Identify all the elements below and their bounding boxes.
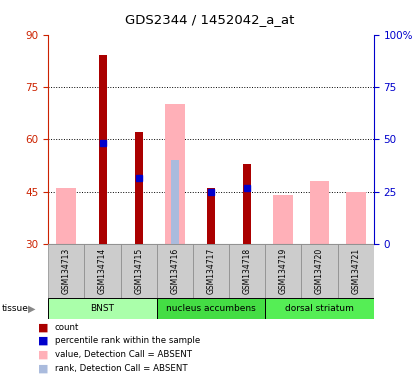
Text: count: count [55,323,79,332]
Bar [99,56,107,244]
Bar [157,298,265,319]
Bar [338,244,374,298]
Text: nucleus accumbens: nucleus accumbens [166,304,256,313]
Bar [229,244,265,298]
Bar [84,244,121,298]
Text: GSM134713: GSM134713 [62,248,71,294]
Bar [265,244,302,298]
Bar [48,244,84,298]
Bar [346,192,366,244]
Text: GSM134719: GSM134719 [279,248,288,294]
Text: dorsal striatum: dorsal striatum [285,304,354,313]
Bar [121,244,157,298]
Text: tissue: tissue [2,304,29,313]
Bar [193,244,229,298]
Bar [243,164,251,244]
Text: GDS2344 / 1452042_a_at: GDS2344 / 1452042_a_at [125,13,295,26]
Text: ■: ■ [38,322,48,332]
Bar [207,188,215,244]
Text: ■: ■ [38,350,48,360]
Text: GSM134717: GSM134717 [207,248,215,294]
Bar [56,188,76,244]
Text: ■: ■ [38,364,48,374]
Bar [165,104,185,244]
Text: ▶: ▶ [28,303,35,313]
Text: GSM134720: GSM134720 [315,248,324,294]
Text: ■: ■ [38,336,48,346]
Text: value, Detection Call = ABSENT: value, Detection Call = ABSENT [55,350,192,359]
Bar [135,132,143,244]
Bar [273,195,293,244]
Bar [310,181,330,244]
Bar [135,174,143,244]
Text: GSM134714: GSM134714 [98,248,107,294]
Text: GSM134715: GSM134715 [134,248,143,294]
Bar [265,298,374,319]
Text: percentile rank within the sample: percentile rank within the sample [55,336,200,346]
Text: GSM134721: GSM134721 [351,248,360,294]
Text: GSM134718: GSM134718 [243,248,252,294]
Text: GSM134716: GSM134716 [171,248,179,294]
Bar [302,244,338,298]
Bar [171,160,179,244]
Bar [48,298,157,319]
Text: rank, Detection Call = ABSENT: rank, Detection Call = ABSENT [55,364,187,373]
Bar [157,244,193,298]
Text: BNST: BNST [91,304,115,313]
